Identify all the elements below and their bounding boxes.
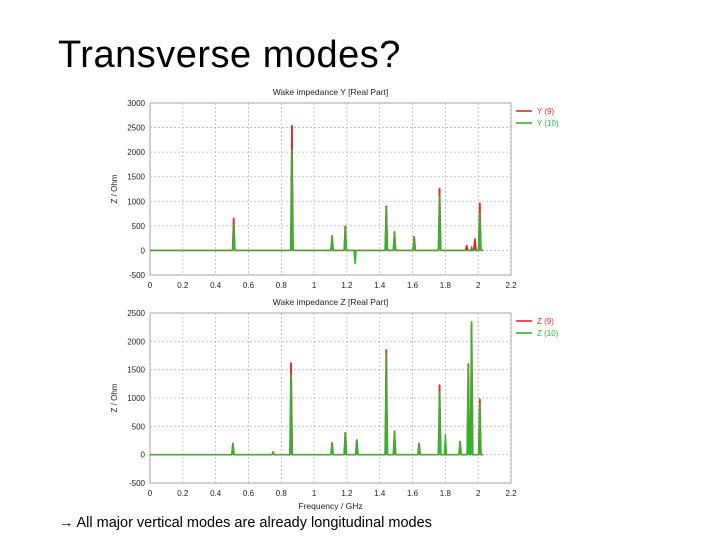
caption-text: All major vertical modes are already lon… [76, 515, 432, 531]
y-tick-label: 1000 [127, 394, 145, 403]
y-tick-label: 1500 [127, 173, 145, 182]
y-tick-label: 500 [132, 222, 146, 231]
caption: → All major vertical modes are already lo… [59, 515, 432, 531]
x-tick-label: 1.8 [440, 281, 452, 290]
y-tick-label: 0 [141, 451, 146, 460]
x-tick-label: 0.6 [243, 489, 255, 498]
arrow-right-icon: → [59, 515, 74, 531]
y-tick-label: 2000 [127, 148, 145, 157]
chart-title: Wake impedance Y [Real Part] [273, 87, 389, 97]
y-axis-label: Z / Ohm [110, 383, 119, 412]
chart-1: 0 0.2 0.4 0.6 0.8 1 1.2 1.4 1.6 1.8 2 2.2-500050010… [110, 87, 559, 290]
chart-title: Wake impedance Z [Real Part] [273, 297, 388, 307]
legend-label: Y (10) [537, 119, 559, 128]
x-tick-label: 0.4 [210, 489, 222, 498]
y-tick-label: 3000 [127, 99, 145, 108]
y-tick-label: 500 [132, 422, 146, 431]
x-tick-label: 0.2 [177, 281, 189, 290]
x-tick-label: 1.2 [341, 489, 353, 498]
y-tick-label: 0 [141, 246, 146, 255]
x-tick-label: 0 [148, 281, 153, 290]
x-axis-label: Frequency / GHz [298, 501, 362, 511]
x-tick-label: 1.6 [407, 489, 419, 498]
x-tick-label: 0.8 [276, 489, 288, 498]
x-tick-label: 0.8 [276, 281, 288, 290]
x-tick-label: 2 [476, 489, 481, 498]
y-tick-label: -500 [129, 271, 146, 280]
y-tick-label: 2500 [127, 309, 145, 318]
x-tick-label: 2 [476, 281, 481, 290]
x-tick-label: 1.4 [374, 281, 386, 290]
x-tick-label: 0.4 [210, 281, 222, 290]
legend-label: Y (9) [537, 107, 555, 116]
legend-label: Z (10) [537, 329, 559, 338]
y-tick-label: 1500 [127, 366, 145, 375]
x-tick-label: 0.6 [243, 281, 255, 290]
x-tick-label: 0 [148, 489, 153, 498]
slide-title: Transverse modes? [58, 34, 401, 76]
x-tick-label: 1 [312, 489, 317, 498]
chart-2: 0 0.2 0.4 0.6 0.8 1 1.2 1.4 1.6 1.8 2 2.2-500050010… [110, 297, 559, 511]
x-tick-label: 1.4 [374, 489, 386, 498]
y-axis-label: Z / Ohm [110, 174, 119, 203]
legend-label: Z (9) [537, 317, 554, 326]
y-tick-label: -500 [129, 479, 146, 488]
x-tick-label: 0.2 [177, 489, 189, 498]
x-tick-label: 1.6 [407, 281, 419, 290]
y-tick-label: 2000 [127, 337, 145, 346]
y-tick-label: 2500 [127, 124, 145, 133]
y-tick-label: 1000 [127, 197, 145, 206]
x-tick-label: 1.2 [341, 281, 353, 290]
x-tick-label: 2.2 [505, 281, 517, 290]
x-tick-label: 1 [312, 281, 317, 290]
x-tick-label: 1.8 [440, 489, 452, 498]
x-tick-label: 2.2 [505, 489, 517, 498]
